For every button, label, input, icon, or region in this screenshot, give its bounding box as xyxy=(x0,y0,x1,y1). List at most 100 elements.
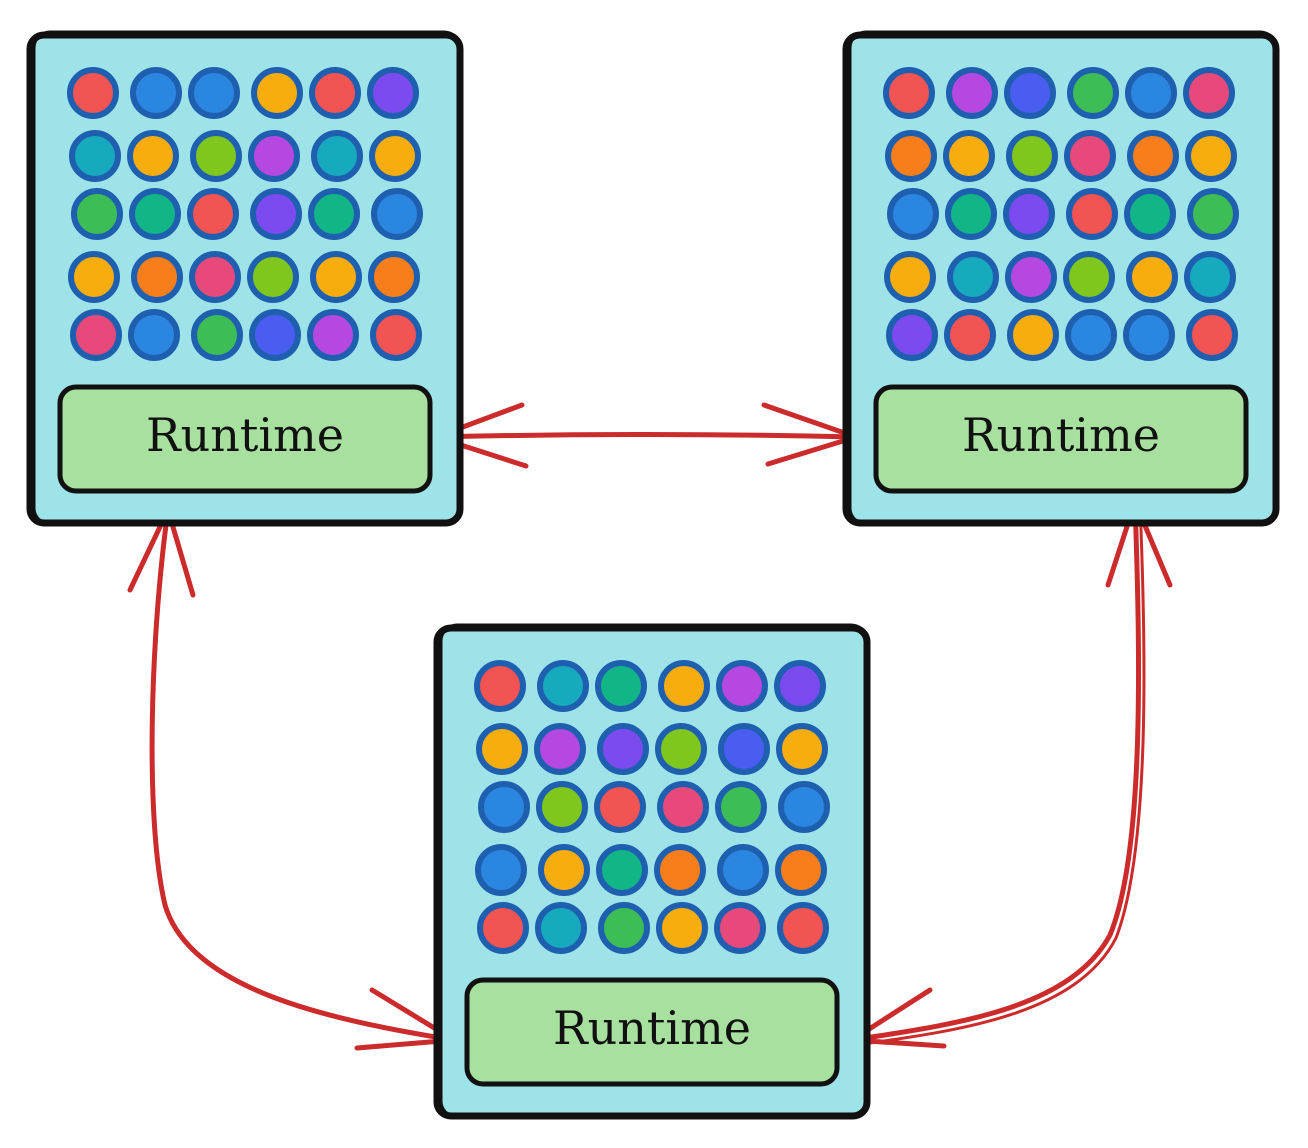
component-cell xyxy=(657,781,709,833)
component-cell xyxy=(536,781,588,833)
component-cell xyxy=(187,188,239,240)
component-cell xyxy=(1066,188,1118,240)
component-cell xyxy=(886,309,938,361)
component-cell xyxy=(537,660,589,712)
component-cell xyxy=(538,844,590,896)
component-cell xyxy=(946,67,998,119)
component-cell xyxy=(534,723,586,775)
connection-line xyxy=(433,432,859,440)
component-cell xyxy=(778,781,830,833)
component-cell xyxy=(1064,130,1116,182)
component-cell xyxy=(70,309,122,361)
component-cell xyxy=(594,781,646,833)
component-cell xyxy=(1065,309,1117,361)
component-cell xyxy=(371,188,423,240)
component-cell xyxy=(128,309,180,361)
panel-frame-sketch xyxy=(32,30,462,526)
component-cell xyxy=(367,67,419,119)
component-cell xyxy=(189,251,241,303)
component-cell xyxy=(250,188,302,240)
runtime-box[interactable] xyxy=(57,384,433,494)
component-cell xyxy=(655,723,707,775)
component-cell xyxy=(1005,251,1057,303)
component-cell xyxy=(476,723,528,775)
component-cell xyxy=(311,130,363,182)
component-cell xyxy=(1124,188,1176,240)
component-cell xyxy=(477,902,529,954)
component-cell xyxy=(775,844,827,896)
panel-frame-sketch xyxy=(848,30,1278,526)
component-cell xyxy=(307,309,359,361)
component-cell xyxy=(1185,130,1237,182)
component-cell xyxy=(717,844,769,896)
component-cell xyxy=(248,130,300,182)
component-cell xyxy=(130,67,182,119)
component-cell xyxy=(308,188,360,240)
component-cell xyxy=(69,130,121,182)
component-cell xyxy=(1125,67,1177,119)
component-cell xyxy=(478,781,530,833)
component-cell xyxy=(885,130,937,182)
runtime-box[interactable] xyxy=(464,977,840,1087)
connection-top-left-top-right xyxy=(433,402,859,469)
component-cell xyxy=(68,251,120,303)
component-cell xyxy=(656,902,708,954)
component-cell xyxy=(1186,309,1238,361)
connection-line xyxy=(149,507,457,1043)
component-cell xyxy=(1006,130,1058,182)
component-cell xyxy=(1007,309,1059,361)
component-cell xyxy=(368,251,420,303)
component-cell xyxy=(1123,309,1175,361)
component-cell xyxy=(596,844,648,896)
node-top-left: Runtime xyxy=(26,30,464,527)
component-cell xyxy=(1183,67,1235,119)
panel-frame-sketch xyxy=(439,623,869,1119)
component-cell xyxy=(715,781,767,833)
component-cell xyxy=(945,188,997,240)
component-cell xyxy=(716,660,768,712)
component-cell xyxy=(247,251,299,303)
component-cell xyxy=(249,309,301,361)
component-cell xyxy=(598,902,650,954)
connection-line-double xyxy=(854,502,1146,1047)
component-cell xyxy=(887,188,939,240)
component-cell xyxy=(475,844,527,896)
cell-grid xyxy=(883,67,1239,361)
runtime-label: Runtime xyxy=(553,1001,751,1055)
component-cell xyxy=(1126,251,1178,303)
cell-grid xyxy=(67,67,423,361)
runtime-label: Runtime xyxy=(962,408,1160,462)
component-cell xyxy=(535,902,587,954)
component-cell xyxy=(1127,130,1179,182)
component-cell xyxy=(309,67,361,119)
component-cell xyxy=(658,660,710,712)
component-cell xyxy=(1063,251,1115,303)
node-top-right: Runtime xyxy=(842,30,1280,527)
component-cell xyxy=(1187,188,1239,240)
component-cell xyxy=(188,67,240,119)
component-cell xyxy=(774,660,826,712)
component-cell xyxy=(884,251,936,303)
connection-top-right-bottom xyxy=(849,499,1173,1049)
node-bottom: Runtime xyxy=(433,623,871,1120)
component-cell xyxy=(776,723,828,775)
component-cell xyxy=(654,844,706,896)
component-cell xyxy=(1003,188,1055,240)
component-cell xyxy=(1067,67,1119,119)
component-cell xyxy=(127,130,179,182)
component-cell xyxy=(71,188,123,240)
component-cell xyxy=(251,67,303,119)
component-cell xyxy=(883,67,935,119)
runtime-box[interactable] xyxy=(873,384,1249,494)
component-cell xyxy=(597,723,649,775)
component-cell xyxy=(369,130,421,182)
connection-top-left-bottom xyxy=(127,507,457,1051)
component-cell xyxy=(310,251,362,303)
component-cell xyxy=(943,130,995,182)
component-cell xyxy=(474,660,526,712)
component-cell xyxy=(947,251,999,303)
component-cell xyxy=(1184,251,1236,303)
component-cell xyxy=(1004,67,1056,119)
connection-line xyxy=(849,499,1142,1043)
